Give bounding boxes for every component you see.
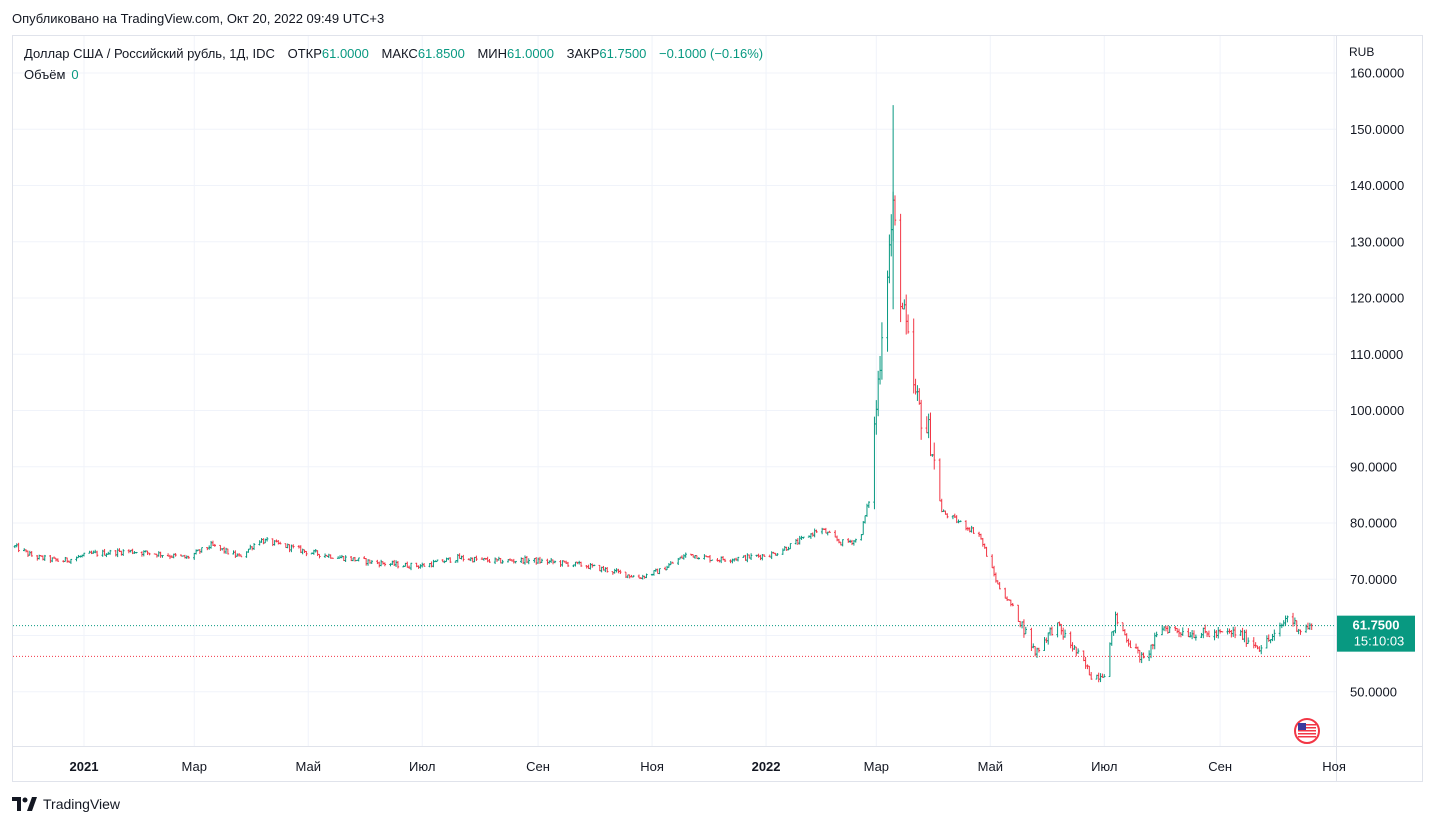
ohlc-bars	[13, 105, 1313, 683]
x-tick-label: 2022	[752, 759, 781, 774]
y-tick-label: 110.0000	[1350, 347, 1403, 362]
x-tick-label: 2021	[70, 759, 99, 774]
volume-label: Объём	[24, 67, 66, 82]
last-price-value: 61.7500	[1353, 618, 1400, 633]
tradingview-logo-icon	[12, 797, 37, 811]
y-tick-label: 80.0000	[1350, 516, 1397, 531]
y-tick-label: 100.0000	[1350, 403, 1404, 418]
countdown-value: 15:10:03	[1354, 634, 1405, 649]
footer-brand: TradingView	[43, 796, 121, 812]
x-tick-label: Ноя	[640, 759, 664, 774]
chart-frame	[12, 35, 1423, 782]
legend-high-label: МАКС	[381, 46, 418, 61]
x-tick-label: Мар	[864, 759, 889, 774]
y-tick-label: 140.0000	[1350, 178, 1404, 193]
volume-legend: Объём 0	[24, 67, 79, 82]
legend-low-value: 61.0000	[507, 46, 555, 61]
legend-low-label: МИН	[477, 46, 508, 61]
volume-value: 0	[71, 67, 79, 82]
y-tick-label: 160.0000	[1350, 66, 1404, 81]
us-flag-icon[interactable]	[1294, 718, 1320, 744]
legend-change: −0.1000 (−0.16%)	[659, 46, 764, 61]
chart-legend: Доллар США / Российский рубль, 1Д, IDC О…	[24, 46, 763, 61]
y-tick-label: 120.0000	[1350, 291, 1404, 306]
x-tick-label: Ноя	[1322, 759, 1346, 774]
legend-high-value: 61.8500	[417, 46, 465, 61]
y-tick-label: 50.0000	[1350, 684, 1397, 699]
x-tick-label: Сен	[526, 759, 550, 774]
x-tick-label: Мар	[182, 759, 207, 774]
y-tick-label: 70.0000	[1350, 572, 1397, 587]
footer: TradingView	[12, 795, 120, 813]
x-tick-label: Июл	[409, 759, 435, 774]
x-tick-label: Май	[296, 759, 321, 774]
y-tick-label: 130.0000	[1350, 234, 1404, 249]
legend-close-value: 61.7500	[599, 46, 647, 61]
published-line: Опубликовано на TradingView.com, Окт 20,…	[12, 11, 385, 26]
y-tick-label: 150.0000	[1350, 122, 1404, 137]
x-tick-label: Май	[978, 759, 1003, 774]
x-tick-label: Июл	[1091, 759, 1117, 774]
legend-close-label: ЗАКР	[566, 46, 600, 61]
legend-open-label: ОТКР	[287, 46, 322, 61]
last-price-badge	[1337, 615, 1415, 652]
y-tick-label: 90.0000	[1350, 459, 1397, 474]
x-tick-label: Сен	[1208, 759, 1232, 774]
currency-label: RUB	[1349, 45, 1374, 59]
legend-open-value: 61.0000	[321, 46, 369, 61]
legend-symbol: Доллар США / Российский рубль, 1Д, IDC	[24, 46, 275, 61]
